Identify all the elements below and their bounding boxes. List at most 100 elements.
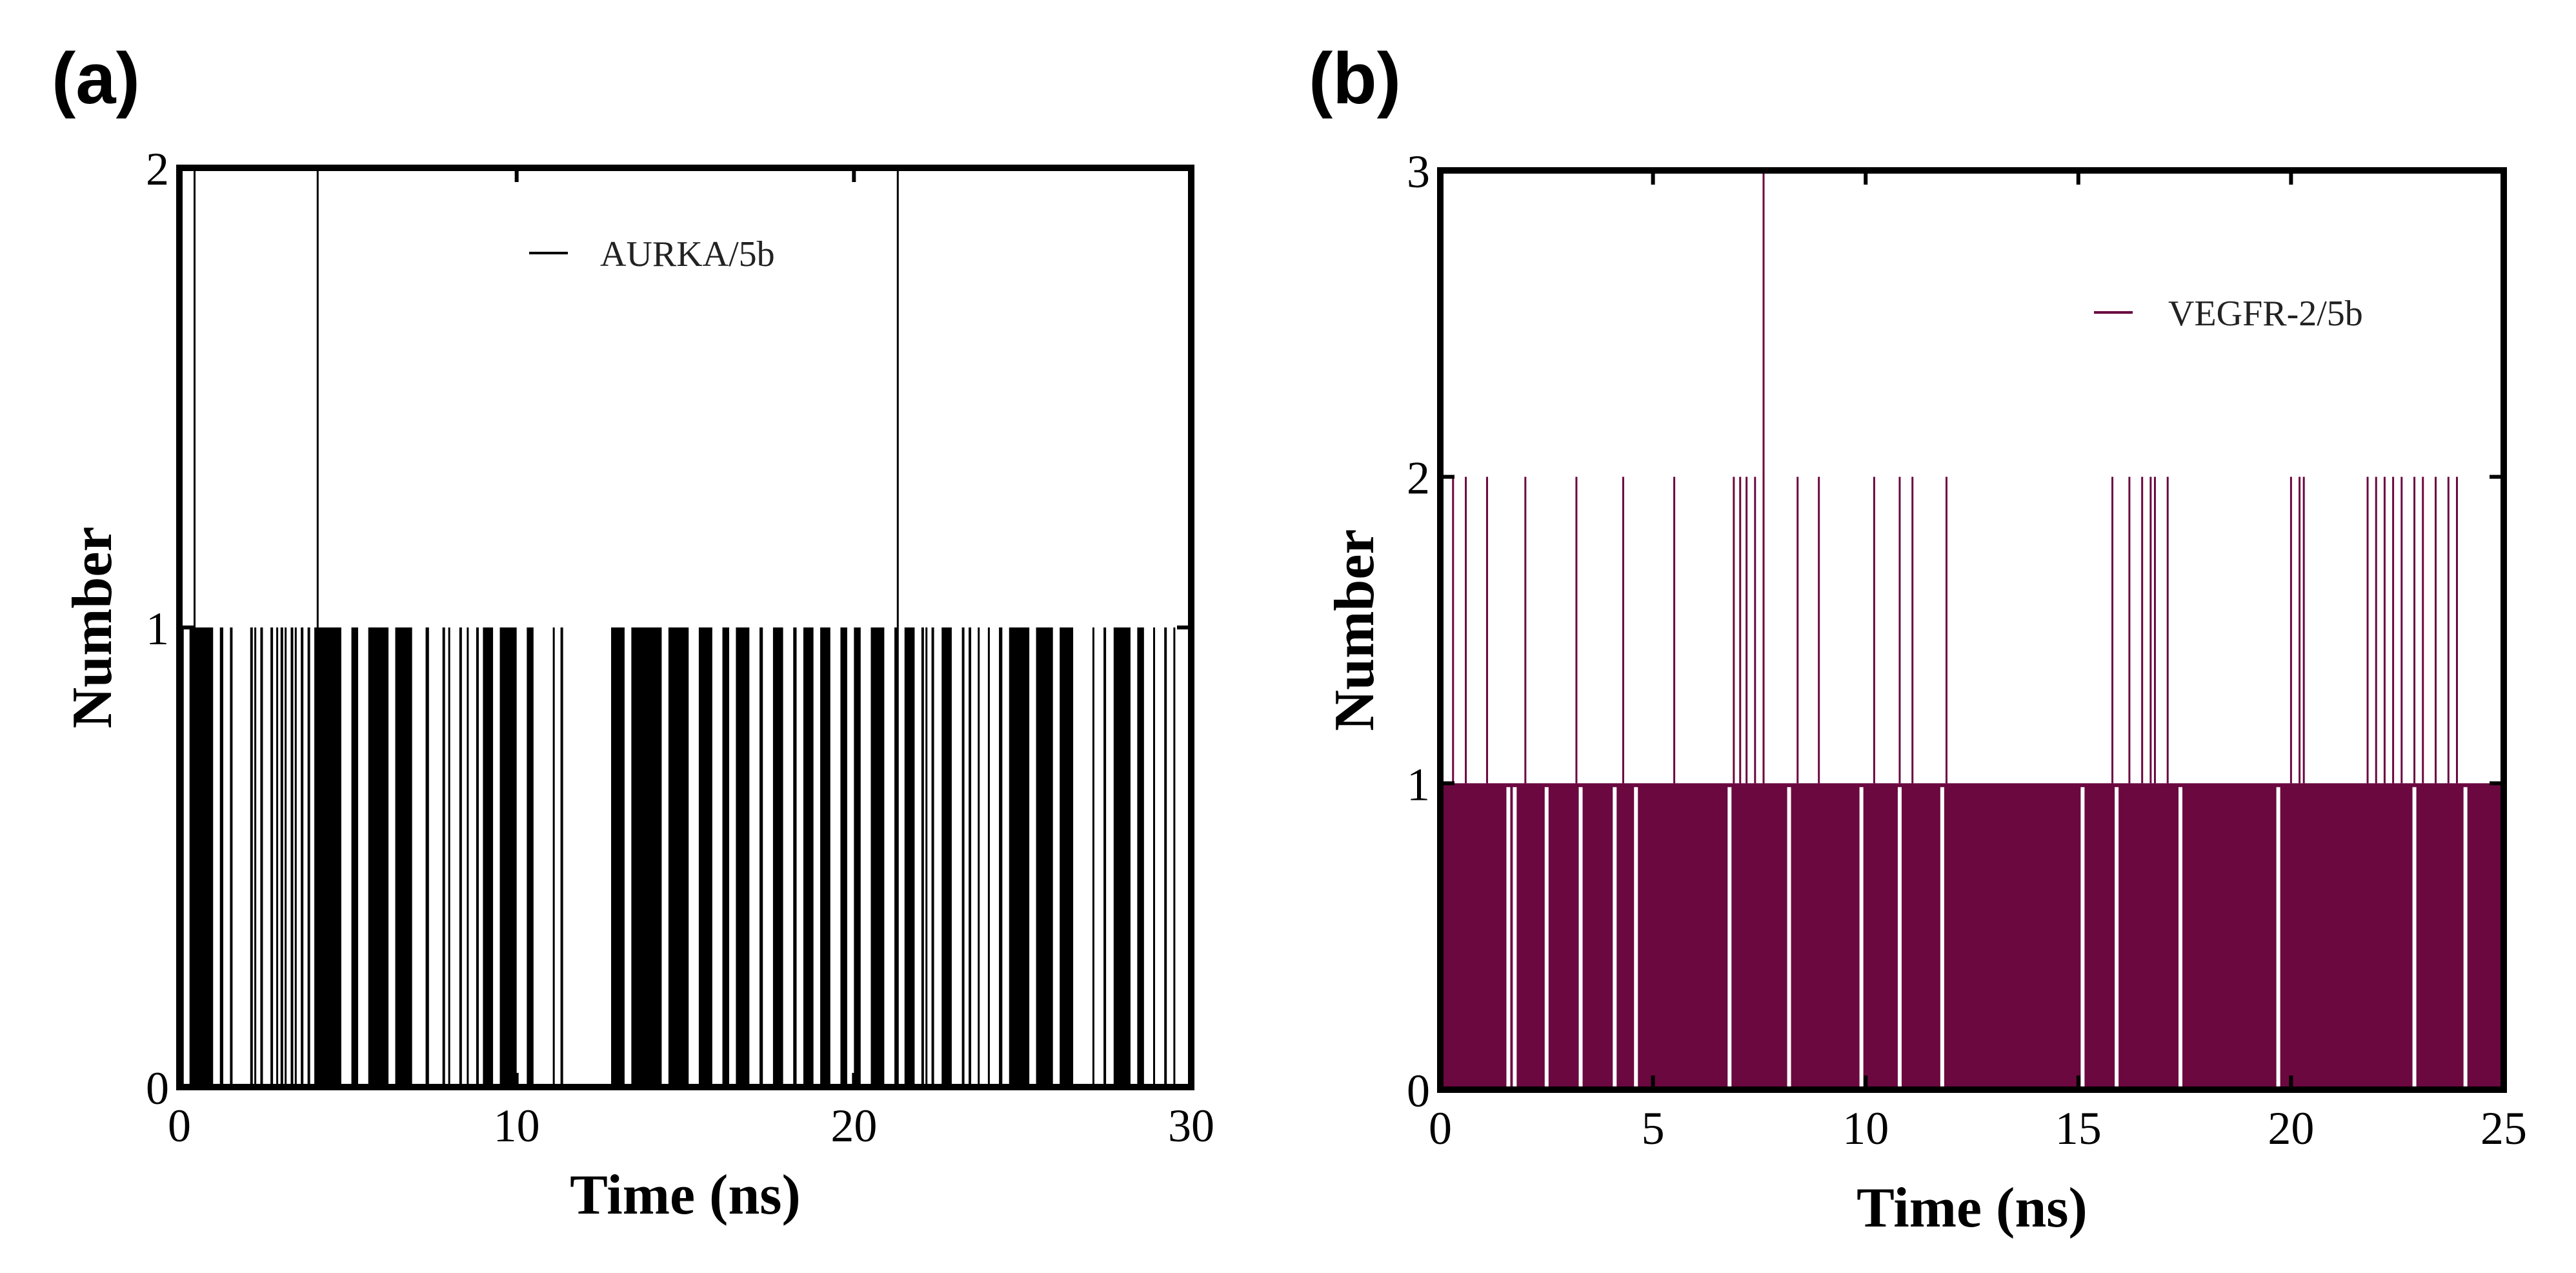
data-bar [894, 627, 898, 1087]
data-gap [1506, 787, 1511, 1090]
data-bar [442, 627, 445, 1087]
data-gap [1940, 787, 1944, 1090]
data-bar [736, 627, 750, 1087]
data-bar [1164, 627, 1167, 1087]
panel-a-y-ticks: 0 1 2 [146, 143, 1191, 1114]
data-bar [560, 627, 563, 1087]
data-bar [307, 627, 310, 1087]
data-bar [425, 627, 429, 1087]
x-tick-label: 10 [1842, 1103, 1889, 1154]
panel-b-y-ticks: 0 1 2 3 [1407, 146, 2504, 1117]
data-gap [2412, 787, 2417, 1090]
data-gap [1634, 787, 1638, 1090]
data-gap [1897, 787, 1902, 1090]
data-bar [1009, 627, 1030, 1087]
panel-a-legend-label: AURKA/5b [600, 234, 775, 274]
x-tick-label: 0 [168, 1100, 191, 1152]
data-bar [668, 627, 689, 1087]
x-tick-label: 10 [494, 1100, 540, 1152]
data-bar [230, 627, 233, 1087]
panel-b-data-bars [1440, 170, 2504, 1090]
data-bar [698, 627, 712, 1087]
data-bar [476, 627, 479, 1087]
data-bar [395, 627, 412, 1087]
data-bar [1103, 627, 1107, 1087]
y-tick-label: 2 [146, 143, 169, 195]
data-bar [459, 627, 462, 1087]
data-bar [260, 627, 263, 1087]
y-tick-label: 0 [146, 1063, 169, 1114]
data-bar [611, 627, 625, 1087]
y-tick-label: 1 [146, 603, 169, 655]
panel-b-legend: VEGFR-2/5b [2094, 294, 2363, 334]
x-tick-label: 20 [830, 1100, 877, 1152]
x-tick-label: 30 [1168, 1100, 1214, 1152]
y-tick-label: 0 [1407, 1065, 1430, 1117]
panel-a-x-ticks: 0 10 20 30 [168, 168, 1214, 1152]
data-bar [368, 627, 389, 1087]
x-tick-label: 0 [1429, 1103, 1452, 1154]
panel-b-x-axis-title: Time (ns) [1857, 1177, 2088, 1239]
data-gap [1578, 787, 1583, 1090]
data-bar [314, 627, 341, 1087]
data-gap [1787, 787, 1791, 1090]
x-tick-label: 25 [2480, 1103, 2527, 1154]
data-bar [904, 627, 915, 1087]
data-gap [2179, 787, 2183, 1090]
panel-a-y-axis-title: Number [61, 527, 124, 729]
data-bar [820, 627, 830, 1087]
data-bar [483, 627, 494, 1087]
data-gap [2463, 787, 2468, 1090]
data-bar [1060, 627, 1074, 1087]
data-bar [722, 627, 729, 1087]
data-bar [870, 627, 885, 1087]
data-bar [759, 627, 763, 1087]
data-gap [1727, 787, 1732, 1090]
data-gap [1859, 787, 1864, 1090]
panel-b-letter: (b) [1309, 38, 1401, 119]
x-tick-label: 20 [2268, 1103, 2314, 1154]
data-gap [1544, 787, 1549, 1090]
panel-a-x-axis-title: Time (ns) [570, 1164, 801, 1227]
data-bar [921, 627, 924, 1087]
data-bar [499, 627, 517, 1087]
data-bar [969, 627, 972, 1087]
data-bar [999, 627, 1003, 1087]
data-gap [1513, 787, 1517, 1090]
data-bar [1036, 627, 1053, 1087]
x-tick-label: 5 [1642, 1103, 1665, 1154]
data-gap [2276, 787, 2280, 1090]
panel-a-letter: (a) [52, 38, 140, 119]
data-bar [1137, 627, 1144, 1087]
data-bar-fill [1440, 783, 2504, 1090]
data-bar [280, 627, 283, 1087]
data-bar [189, 627, 214, 1087]
panel-b-legend-label: VEGFR-2/5b [2168, 294, 2363, 334]
y-tick-label: 1 [1407, 759, 1430, 810]
x-tick-label: 15 [2055, 1103, 2102, 1154]
panel-b: (b) 0 1 2 3 0 5 10 15 20 25 VEGFR-2/5b Time (ns)… [1309, 38, 2527, 1239]
data-bar [840, 627, 847, 1087]
panel-b-plot-frame [1437, 167, 2507, 1093]
data-bar [941, 627, 952, 1087]
data-bar [301, 627, 304, 1087]
data-bar [803, 627, 814, 1087]
data-gap [1613, 787, 1617, 1090]
y-tick-label: 3 [1407, 146, 1430, 198]
y-tick-label: 2 [1407, 453, 1430, 504]
data-bar [1113, 627, 1131, 1087]
data-bar [772, 627, 783, 1087]
data-bar [854, 627, 861, 1087]
panel-a: (a) 0 1 2 0 10 20 30 AURKA/5b Time (ns) Numbe… [52, 38, 1214, 1227]
data-bar [931, 627, 934, 1087]
data-bar [250, 627, 253, 1087]
data-bar [527, 627, 534, 1087]
data-bar [270, 627, 274, 1087]
data-bar [219, 627, 223, 1087]
panel-a-legend: AURKA/5b [529, 234, 775, 274]
data-gap [2080, 787, 2085, 1090]
data-bar [961, 627, 965, 1087]
data-bar [351, 627, 359, 1087]
panel-b-x-ticks: 0 5 10 15 20 25 [1429, 170, 2527, 1154]
data-bar [793, 627, 797, 1087]
